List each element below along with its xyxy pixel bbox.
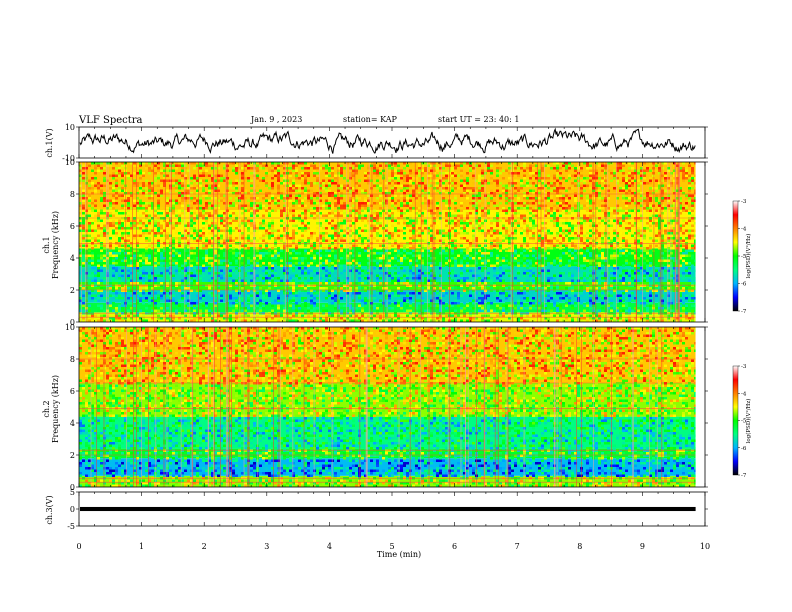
- ch3-waveform-ytick-label: 0: [70, 505, 75, 514]
- ch1-empty-region: [695, 162, 705, 322]
- x-tick-label: 7: [515, 542, 520, 551]
- ch1-spectrogram-ylabel: ch.1: [42, 236, 51, 253]
- ch1-spectrogram-ytick-label: 0: [70, 318, 75, 327]
- x-tick-label: 6: [452, 542, 457, 551]
- ch1-spectrogram-ytick-label: 2: [70, 286, 75, 295]
- colorbar2-tick-label: -6: [741, 446, 747, 452]
- ch1-waveform-ytick-label: 10: [65, 123, 75, 132]
- x-tick-label: 10: [700, 542, 710, 551]
- ch2-spectrogram-texture: [79, 327, 697, 487]
- ch3-waveform-ytick-label: -5: [67, 522, 75, 531]
- ch2-spectrogram-ytick-label: 6: [70, 387, 75, 396]
- ch3-waveform-band: [80, 506, 696, 512]
- ch1-spectrogram-heatmap: [79, 162, 705, 322]
- x-axis-label: Time (min): [377, 550, 421, 559]
- start-time-label: start UT = 23: 40: 1: [438, 115, 519, 124]
- ch2-empty-region: [695, 327, 705, 487]
- colorbar2-label: log(PSD)(V²/Hz): [745, 399, 752, 444]
- colorbar2-tick-label: -7: [741, 473, 747, 479]
- ch2-spectrogram-ylabel: ch.2: [42, 400, 51, 417]
- ch1-waveform-ytick-label: -10: [62, 154, 75, 163]
- ch2-spectrogram-ytick-label: 2: [70, 451, 75, 460]
- colorbar1-tick-label: -6: [741, 282, 747, 288]
- ch2-spectrogram-ytick-label: 10: [65, 323, 75, 332]
- ch1-waveform-frame: [78, 126, 706, 159]
- x-tick-label: 1: [139, 542, 144, 551]
- colorbar1-tick-label: -4: [741, 227, 747, 233]
- ch2-spectrogram-ytick-label: 8: [70, 355, 75, 364]
- colorbar1-label: log(PSD)(V²/Hz): [745, 234, 752, 279]
- ch1-spectrogram-texture: [79, 162, 697, 322]
- x-tick-label: 9: [640, 542, 645, 551]
- x-tick-label: 8: [577, 542, 582, 551]
- ch2-spectrogram-ytick-label: 0: [70, 483, 75, 492]
- colorbar2: [732, 365, 739, 476]
- colorbar1-tick-label: -5: [741, 254, 747, 260]
- x-tick-label: 3: [264, 542, 269, 551]
- ch3-ylabel: ch.3(V): [45, 495, 54, 524]
- x-tick-label: 2: [202, 542, 207, 551]
- colorbar1: [732, 200, 739, 312]
- ch1-spectrogram-ytick-label: 4: [70, 254, 75, 263]
- colorbar2-tick-label: -5: [741, 419, 747, 425]
- ch2-frequency-label: Frequency (kHz): [51, 375, 60, 443]
- ch3-waveform-ytick-label: 5: [70, 488, 75, 497]
- x-tick-label: 0: [76, 542, 81, 551]
- ch1-ylabel: ch.1(V): [45, 128, 54, 157]
- ch1-spectrogram-ytick-label: 6: [70, 222, 75, 231]
- ch1-spectrogram-ytick-label: 10: [65, 158, 75, 167]
- date-label: Jan. 9 , 2023: [250, 115, 302, 124]
- x-tick-label: 4: [327, 542, 332, 551]
- ch1-waveform-line: [79, 127, 696, 155]
- station-label: station= KAP: [343, 115, 398, 124]
- colorbar1-tick-label: -3: [741, 199, 747, 205]
- ch1-spectrogram-ytick-label: 8: [70, 190, 75, 199]
- colorbar2-tick-label: -3: [741, 364, 747, 370]
- x-tick-label: 5: [389, 542, 394, 551]
- figure-title: VLF Spectra: [78, 115, 143, 126]
- ch2-spectrogram-heatmap: [79, 327, 705, 487]
- ch1-frequency-label: Frequency (kHz): [51, 211, 60, 279]
- colorbar1-tick-label: -7: [741, 309, 747, 315]
- colorbar2-tick-label: -4: [741, 391, 747, 397]
- ch2-spectrogram-ytick-label: 4: [70, 419, 75, 428]
